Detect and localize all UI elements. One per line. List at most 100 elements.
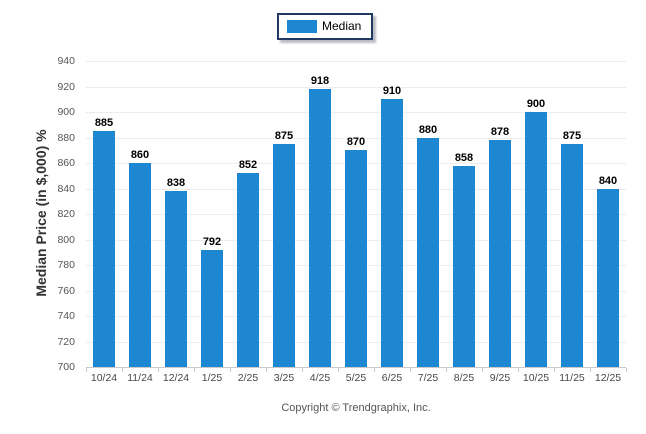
x-tick-label: 6/25 bbox=[381, 372, 403, 384]
bar-value-label: 885 bbox=[94, 117, 114, 130]
y-tick-label: 860 bbox=[57, 157, 75, 169]
y-tick-label: 900 bbox=[57, 106, 75, 118]
y-tick-label: 820 bbox=[57, 208, 75, 220]
x-tick-label: 9/25 bbox=[489, 372, 511, 384]
bar-value-label: 900 bbox=[526, 98, 546, 110]
bar-slot-10/25: 900 bbox=[518, 61, 554, 367]
bar-series-median: 885 860 838 792 852 875 918 870 910 880 858 878 900 8… bbox=[86, 61, 626, 367]
y-tick-label: 880 bbox=[57, 131, 75, 144]
bar-value-label: 840 bbox=[598, 174, 618, 187]
gridline bbox=[86, 137, 626, 139]
bar-value-label: 880 bbox=[418, 123, 438, 136]
x-axis-tick bbox=[158, 368, 159, 372]
legend[interactable]: Median bbox=[277, 13, 374, 40]
y-tick-label: 940 bbox=[57, 55, 75, 67]
x-tick-label: 10/24 bbox=[90, 372, 118, 384]
bar-12/24[interactable] bbox=[165, 191, 187, 367]
x-axis-tick bbox=[266, 368, 267, 372]
bar-6/25[interactable] bbox=[381, 99, 403, 367]
bar-value-label: 878 bbox=[490, 126, 510, 139]
bar-slot-11/24: 860 bbox=[122, 61, 158, 367]
bar-slot-4/25: 918 bbox=[302, 61, 338, 367]
x-axis-tick bbox=[590, 368, 591, 372]
x-tick-label: 11/25 bbox=[559, 372, 585, 384]
x-tick-label: 7/25 bbox=[417, 372, 439, 384]
x-axis-tick bbox=[86, 368, 87, 372]
x-tick-label: 8/25 bbox=[453, 372, 475, 384]
x-axis-tick bbox=[374, 368, 375, 372]
bar-1/25[interactable] bbox=[201, 249, 223, 367]
x-tick-label: 11/24 bbox=[127, 372, 153, 384]
y-tick-label: 760 bbox=[57, 284, 75, 297]
legend-swatch-median bbox=[287, 20, 317, 33]
bar-slot-6/25: 910 bbox=[374, 61, 410, 367]
y-tick-label: 920 bbox=[57, 80, 75, 93]
bar-value-label: 918 bbox=[310, 75, 330, 88]
bar-slot-8/25: 858 bbox=[446, 61, 482, 367]
x-tick-label: 1/25 bbox=[201, 372, 223, 384]
bar-slot-7/25: 880 bbox=[410, 61, 446, 367]
bar-value-label: 852 bbox=[238, 159, 258, 172]
x-axis-tick bbox=[446, 368, 447, 372]
bar-12/25[interactable] bbox=[597, 188, 619, 367]
y-tick-label: 700 bbox=[57, 361, 75, 373]
y-tick-label: 780 bbox=[57, 259, 75, 271]
x-tick-label: 2/25 bbox=[237, 372, 259, 384]
bar-slot-12/24: 838 bbox=[158, 61, 194, 367]
bar-4/25[interactable] bbox=[309, 89, 331, 367]
x-axis-tick bbox=[482, 368, 483, 372]
bar-10/25[interactable] bbox=[525, 112, 547, 367]
bar-11/24[interactable] bbox=[129, 163, 151, 367]
x-tick-label: 12/24 bbox=[162, 372, 190, 384]
x-axis-tick bbox=[194, 368, 195, 372]
bar-slot-5/25: 870 bbox=[338, 61, 374, 367]
bar-slot-3/25: 875 bbox=[266, 61, 302, 367]
x-tick-label: 3/25 bbox=[273, 372, 295, 384]
x-axis-tick bbox=[338, 368, 339, 372]
x-tick-label: 12/25 bbox=[594, 372, 622, 384]
bar-value-label: 870 bbox=[346, 136, 366, 149]
y-tick-label: 720 bbox=[57, 335, 75, 348]
y-tick-label: 840 bbox=[57, 182, 75, 195]
gridline bbox=[86, 112, 626, 113]
plot-area: 885 860 838 792 852 875 918 870 910 880 858 878 900 8… bbox=[86, 61, 626, 368]
bar-slot-11/25: 875 bbox=[554, 61, 590, 367]
bar-value-label: 792 bbox=[202, 235, 222, 248]
x-axis-tick bbox=[626, 368, 627, 372]
x-axis-tick bbox=[122, 368, 123, 372]
bar-slot-9/25: 878 bbox=[482, 61, 518, 367]
bar-value-label: 860 bbox=[130, 149, 150, 161]
legend-label-median: Median bbox=[322, 19, 362, 33]
x-axis-ticks bbox=[86, 367, 627, 372]
x-axis-tick bbox=[302, 368, 303, 372]
bar-slot-2/25: 852 bbox=[230, 61, 266, 367]
bar-9/25[interactable] bbox=[489, 140, 511, 367]
bar-slot-10/24: 885 bbox=[86, 61, 122, 367]
x-axis-tick bbox=[554, 368, 555, 372]
gridline bbox=[86, 61, 626, 62]
bar-value-label: 910 bbox=[382, 85, 402, 98]
x-tick-label: 10/25 bbox=[522, 372, 550, 384]
bar-slot-1/25: 792 bbox=[194, 61, 230, 367]
y-axis-tick-labels: 700 720 740 760 780 800 820 840 860 880 900 920 940 bbox=[0, 55, 80, 373]
bar-value-label: 838 bbox=[166, 177, 186, 190]
x-tick-label: 5/25 bbox=[345, 372, 367, 384]
x-axis-tick bbox=[230, 368, 231, 372]
bar-value-label: 858 bbox=[454, 151, 474, 164]
bar-value-label: 875 bbox=[274, 129, 294, 142]
bar-5/25[interactable] bbox=[345, 150, 367, 367]
bar-10/24[interactable] bbox=[93, 131, 115, 367]
bar-2/25[interactable] bbox=[237, 173, 259, 367]
x-axis-tick bbox=[410, 368, 411, 372]
x-tick-label: 4/25 bbox=[309, 372, 331, 384]
bar-11/25[interactable] bbox=[561, 143, 583, 367]
bar-value-label: 875 bbox=[562, 129, 582, 142]
bar-7/25[interactable] bbox=[417, 137, 439, 367]
y-tick-label: 740 bbox=[57, 310, 75, 322]
gridline bbox=[86, 86, 626, 88]
bar-8/25[interactable] bbox=[453, 165, 475, 367]
copyright-text: Copyright © Trendgraphix, Inc. bbox=[281, 402, 431, 414]
bar-3/25[interactable] bbox=[273, 143, 295, 367]
x-axis-tick-labels: 10/24 11/24 12/24 1/25 2/25 3/25 4/25 5/25 6/25 7… bbox=[86, 372, 626, 384]
